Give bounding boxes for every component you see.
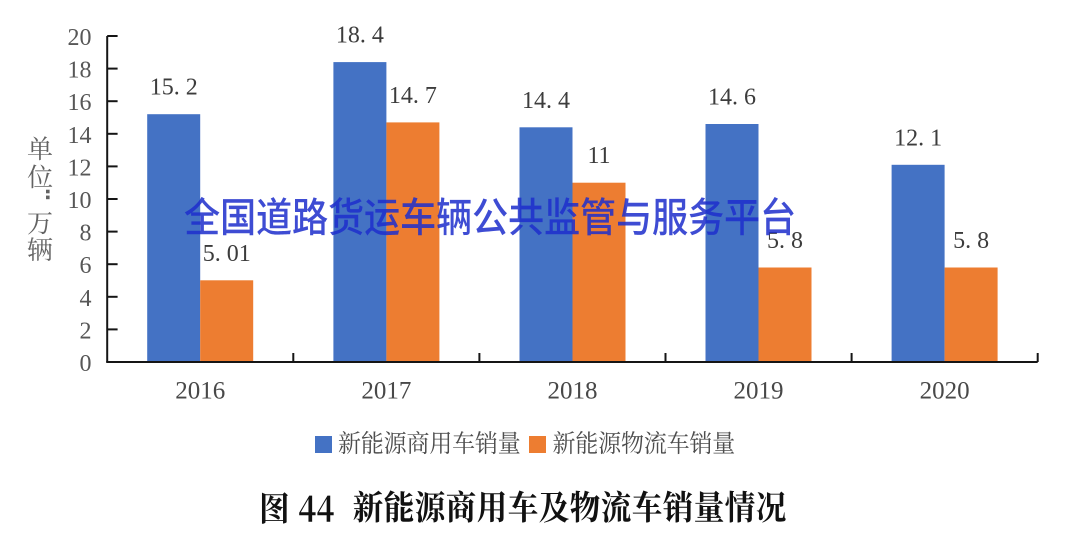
svg-text:2018: 2018 bbox=[548, 378, 598, 405]
svg-text:16: 16 bbox=[68, 90, 92, 116]
svg-text:14. 4: 14. 4 bbox=[522, 88, 570, 114]
svg-text:4: 4 bbox=[80, 286, 92, 312]
svg-text:8: 8 bbox=[80, 221, 92, 247]
svg-text:12. 1: 12. 1 bbox=[894, 125, 942, 151]
svg-text:20: 20 bbox=[68, 25, 92, 51]
svg-text:6: 6 bbox=[80, 253, 92, 279]
svg-text:2017: 2017 bbox=[361, 378, 411, 405]
svg-text:5. 8: 5. 8 bbox=[953, 228, 989, 254]
svg-text:14. 7: 14. 7 bbox=[389, 83, 437, 109]
svg-text:18: 18 bbox=[68, 58, 92, 84]
svg-text:2016: 2016 bbox=[175, 378, 225, 405]
svg-text:2: 2 bbox=[80, 318, 92, 344]
svg-text:2019: 2019 bbox=[734, 378, 784, 405]
svg-text:18. 4: 18. 4 bbox=[336, 23, 384, 49]
svg-text:5. 01: 5. 01 bbox=[203, 241, 251, 267]
svg-text:0: 0 bbox=[80, 351, 92, 377]
svg-text:2020: 2020 bbox=[920, 378, 970, 405]
svg-text:10: 10 bbox=[68, 188, 92, 214]
svg-text:15. 2: 15. 2 bbox=[150, 75, 198, 101]
svg-text:12: 12 bbox=[68, 155, 92, 181]
svg-text:14: 14 bbox=[68, 123, 92, 149]
svg-text:11: 11 bbox=[587, 143, 610, 169]
svg-text:14. 6: 14. 6 bbox=[708, 85, 756, 111]
